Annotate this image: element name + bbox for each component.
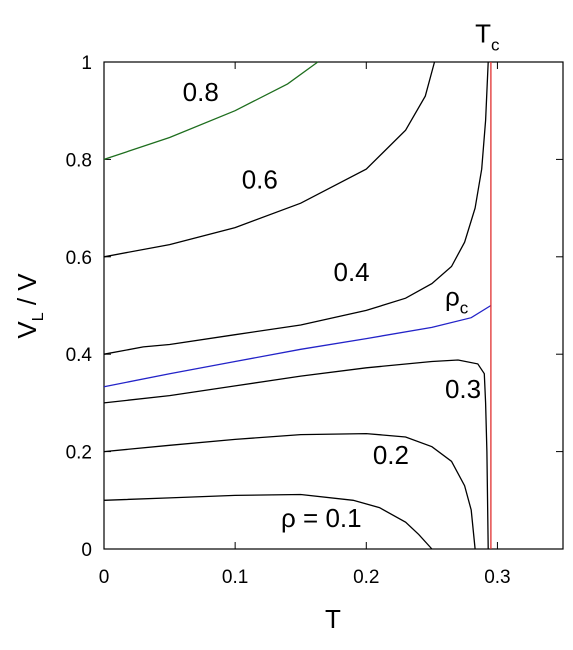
y-axis-label: VL / V [12, 273, 47, 339]
y-tick-label: 1 [81, 53, 92, 74]
y-axis-label-main: V [12, 321, 42, 339]
plot-frame [103, 61, 564, 550]
curve-labels: 0.8 0.6 0.4 0.3 0.2 ρ = 0.1 [183, 77, 481, 533]
label-01: ρ = 0.1 [281, 503, 362, 533]
curves [103, 61, 492, 550]
tc-label-sub: c [491, 36, 500, 55]
curve-rho06 [103, 61, 436, 258]
curve-rho01 [103, 493, 433, 550]
y-tick-label: 0.8 [66, 150, 92, 171]
curve-rho03 [103, 359, 489, 550]
tc-label-main: T [475, 19, 491, 49]
label-08: 0.8 [183, 77, 219, 107]
label-06: 0.6 [242, 165, 278, 195]
rho-c-label-main: ρ [445, 282, 460, 312]
y-tick-label: 0.2 [66, 443, 92, 464]
x-axis-label: T [325, 604, 341, 634]
y-axis-label-rest: / V [12, 273, 42, 313]
curve-rho08 [103, 61, 319, 161]
y-axis-label-sub: L [30, 312, 47, 321]
y-tick-label: 0.6 [66, 248, 92, 269]
y-tick-label: 0.4 [66, 345, 93, 366]
x-ticks: 0 0.1 0.2 0.3 [99, 62, 511, 588]
curve-rhoc [103, 304, 492, 388]
tc-label: Tc [475, 19, 500, 55]
x-tick-label: 0.3 [484, 567, 510, 588]
label-02: 0.2 [373, 440, 409, 470]
x-tick-label: 0.1 [222, 567, 248, 588]
rho-c-label-sub: c [460, 299, 469, 318]
y-ticks: 0 0.2 0.4 0.6 0.8 1 [66, 53, 563, 561]
x-tick-label: 0 [99, 567, 110, 588]
y-tick-label: 0 [81, 540, 92, 561]
rho-c-label: ρc [445, 282, 469, 318]
label-04: 0.4 [334, 257, 370, 287]
x-tick-label: 0.2 [353, 567, 379, 588]
plot-area: 0 0.1 0.2 0.3 00.20.40.60.81 0.80.60.40.30.… [66, 53, 564, 588]
label-03: 0.3 [445, 374, 481, 404]
curve-rho04 [103, 61, 489, 355]
curve-rho02 [103, 432, 476, 550]
